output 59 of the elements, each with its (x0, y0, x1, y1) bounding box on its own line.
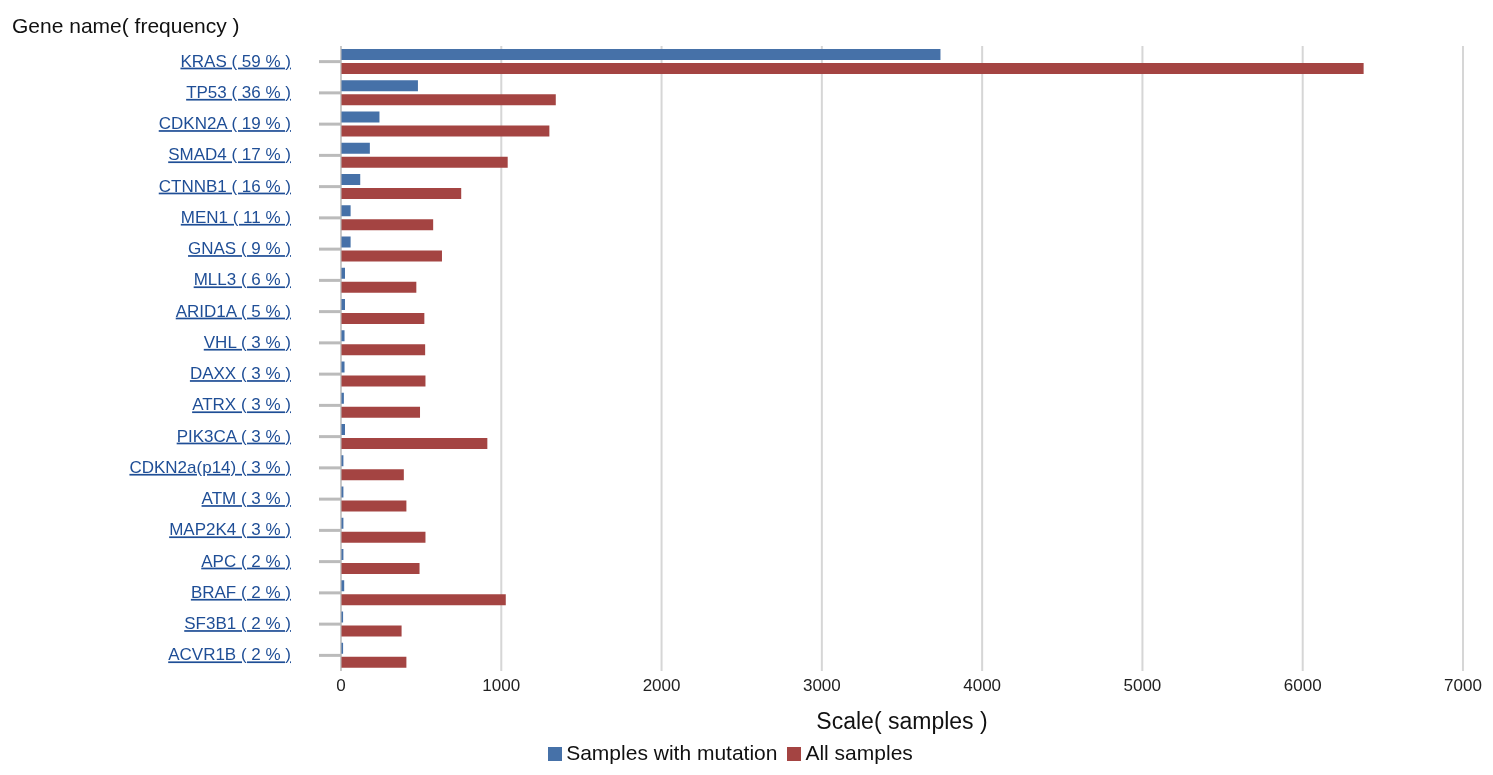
y-tick-label: ARID1A ( 5 % ) (175, 301, 291, 321)
bar (341, 94, 556, 106)
y-tick-label: TP53 ( 36 % ) (186, 82, 291, 102)
legend-label: All samples (805, 741, 913, 764)
y-tick-label: SMAD4 ( 17 % ) (168, 145, 291, 165)
bar (341, 125, 550, 137)
y-tick-label: PIK3CA ( 3 % ) (176, 426, 291, 446)
bar (341, 656, 407, 668)
bar (341, 406, 421, 418)
bar (341, 563, 420, 574)
x-tick-label: 2000 (642, 676, 681, 696)
bar (341, 174, 361, 185)
y-tick-label: CDKN2a(p14) ( 3 % ) (129, 457, 291, 477)
bar (341, 111, 380, 123)
bar (341, 236, 351, 248)
bar (341, 594, 506, 606)
y-tick-label: KRAS ( 59 % ) (180, 51, 291, 71)
bar (341, 500, 407, 512)
legend-label: Samples with mutation (566, 741, 778, 764)
y-tick-label: MAP2K4 ( 3 % ) (169, 520, 291, 540)
y-tick-label: ATM ( 3 % ) (201, 489, 291, 509)
bar (341, 142, 370, 154)
x-tick-label: 7000 (1444, 676, 1482, 696)
y-tick-label: ACVR1B ( 2 % ) (168, 645, 291, 665)
bar (341, 438, 488, 449)
bar (341, 156, 508, 168)
bar (341, 80, 418, 92)
bar (341, 281, 417, 293)
bar (341, 219, 434, 231)
y-tick-label: ATRX ( 3 % ) (192, 395, 291, 415)
bar (341, 188, 462, 199)
bar (341, 531, 426, 543)
x-tick-label: 1000 (482, 676, 521, 696)
x-tick-label: 6000 (1283, 676, 1322, 696)
y-tick-label: APC ( 2 % ) (201, 551, 291, 571)
x-tick-label: 5000 (1123, 676, 1162, 696)
y-tick-label: MEN1 ( 11 % ) (180, 207, 291, 227)
y-axis-title: Gene name( frequency ) (12, 14, 240, 38)
x-tick-label: 0 (336, 676, 346, 696)
bar (341, 313, 425, 324)
y-tick-label: SF3B1 ( 2 % ) (184, 614, 291, 634)
bar (341, 625, 402, 637)
bar (341, 205, 351, 217)
bar (341, 63, 1364, 74)
y-tick-label: VHL ( 3 % ) (203, 332, 291, 352)
x-axis-title: Scale( samples ) (816, 708, 988, 734)
bar (341, 49, 941, 60)
y-tick-label: MLL3 ( 6 % ) (193, 270, 291, 290)
y-tick-label: CDKN2A ( 19 % ) (158, 114, 291, 134)
bar (341, 250, 442, 262)
x-tick-label: 4000 (963, 676, 1002, 696)
y-tick-label: DAXX ( 3 % ) (189, 364, 291, 384)
y-tick-label: CTNNB1 ( 16 % ) (158, 176, 291, 196)
bar (341, 469, 404, 481)
bar (341, 344, 426, 356)
y-tick-label: GNAS ( 9 % ) (188, 239, 291, 259)
bar (341, 375, 426, 387)
x-tick-label: 3000 (802, 676, 841, 696)
y-tick-label: BRAF ( 2 % ) (190, 582, 291, 602)
